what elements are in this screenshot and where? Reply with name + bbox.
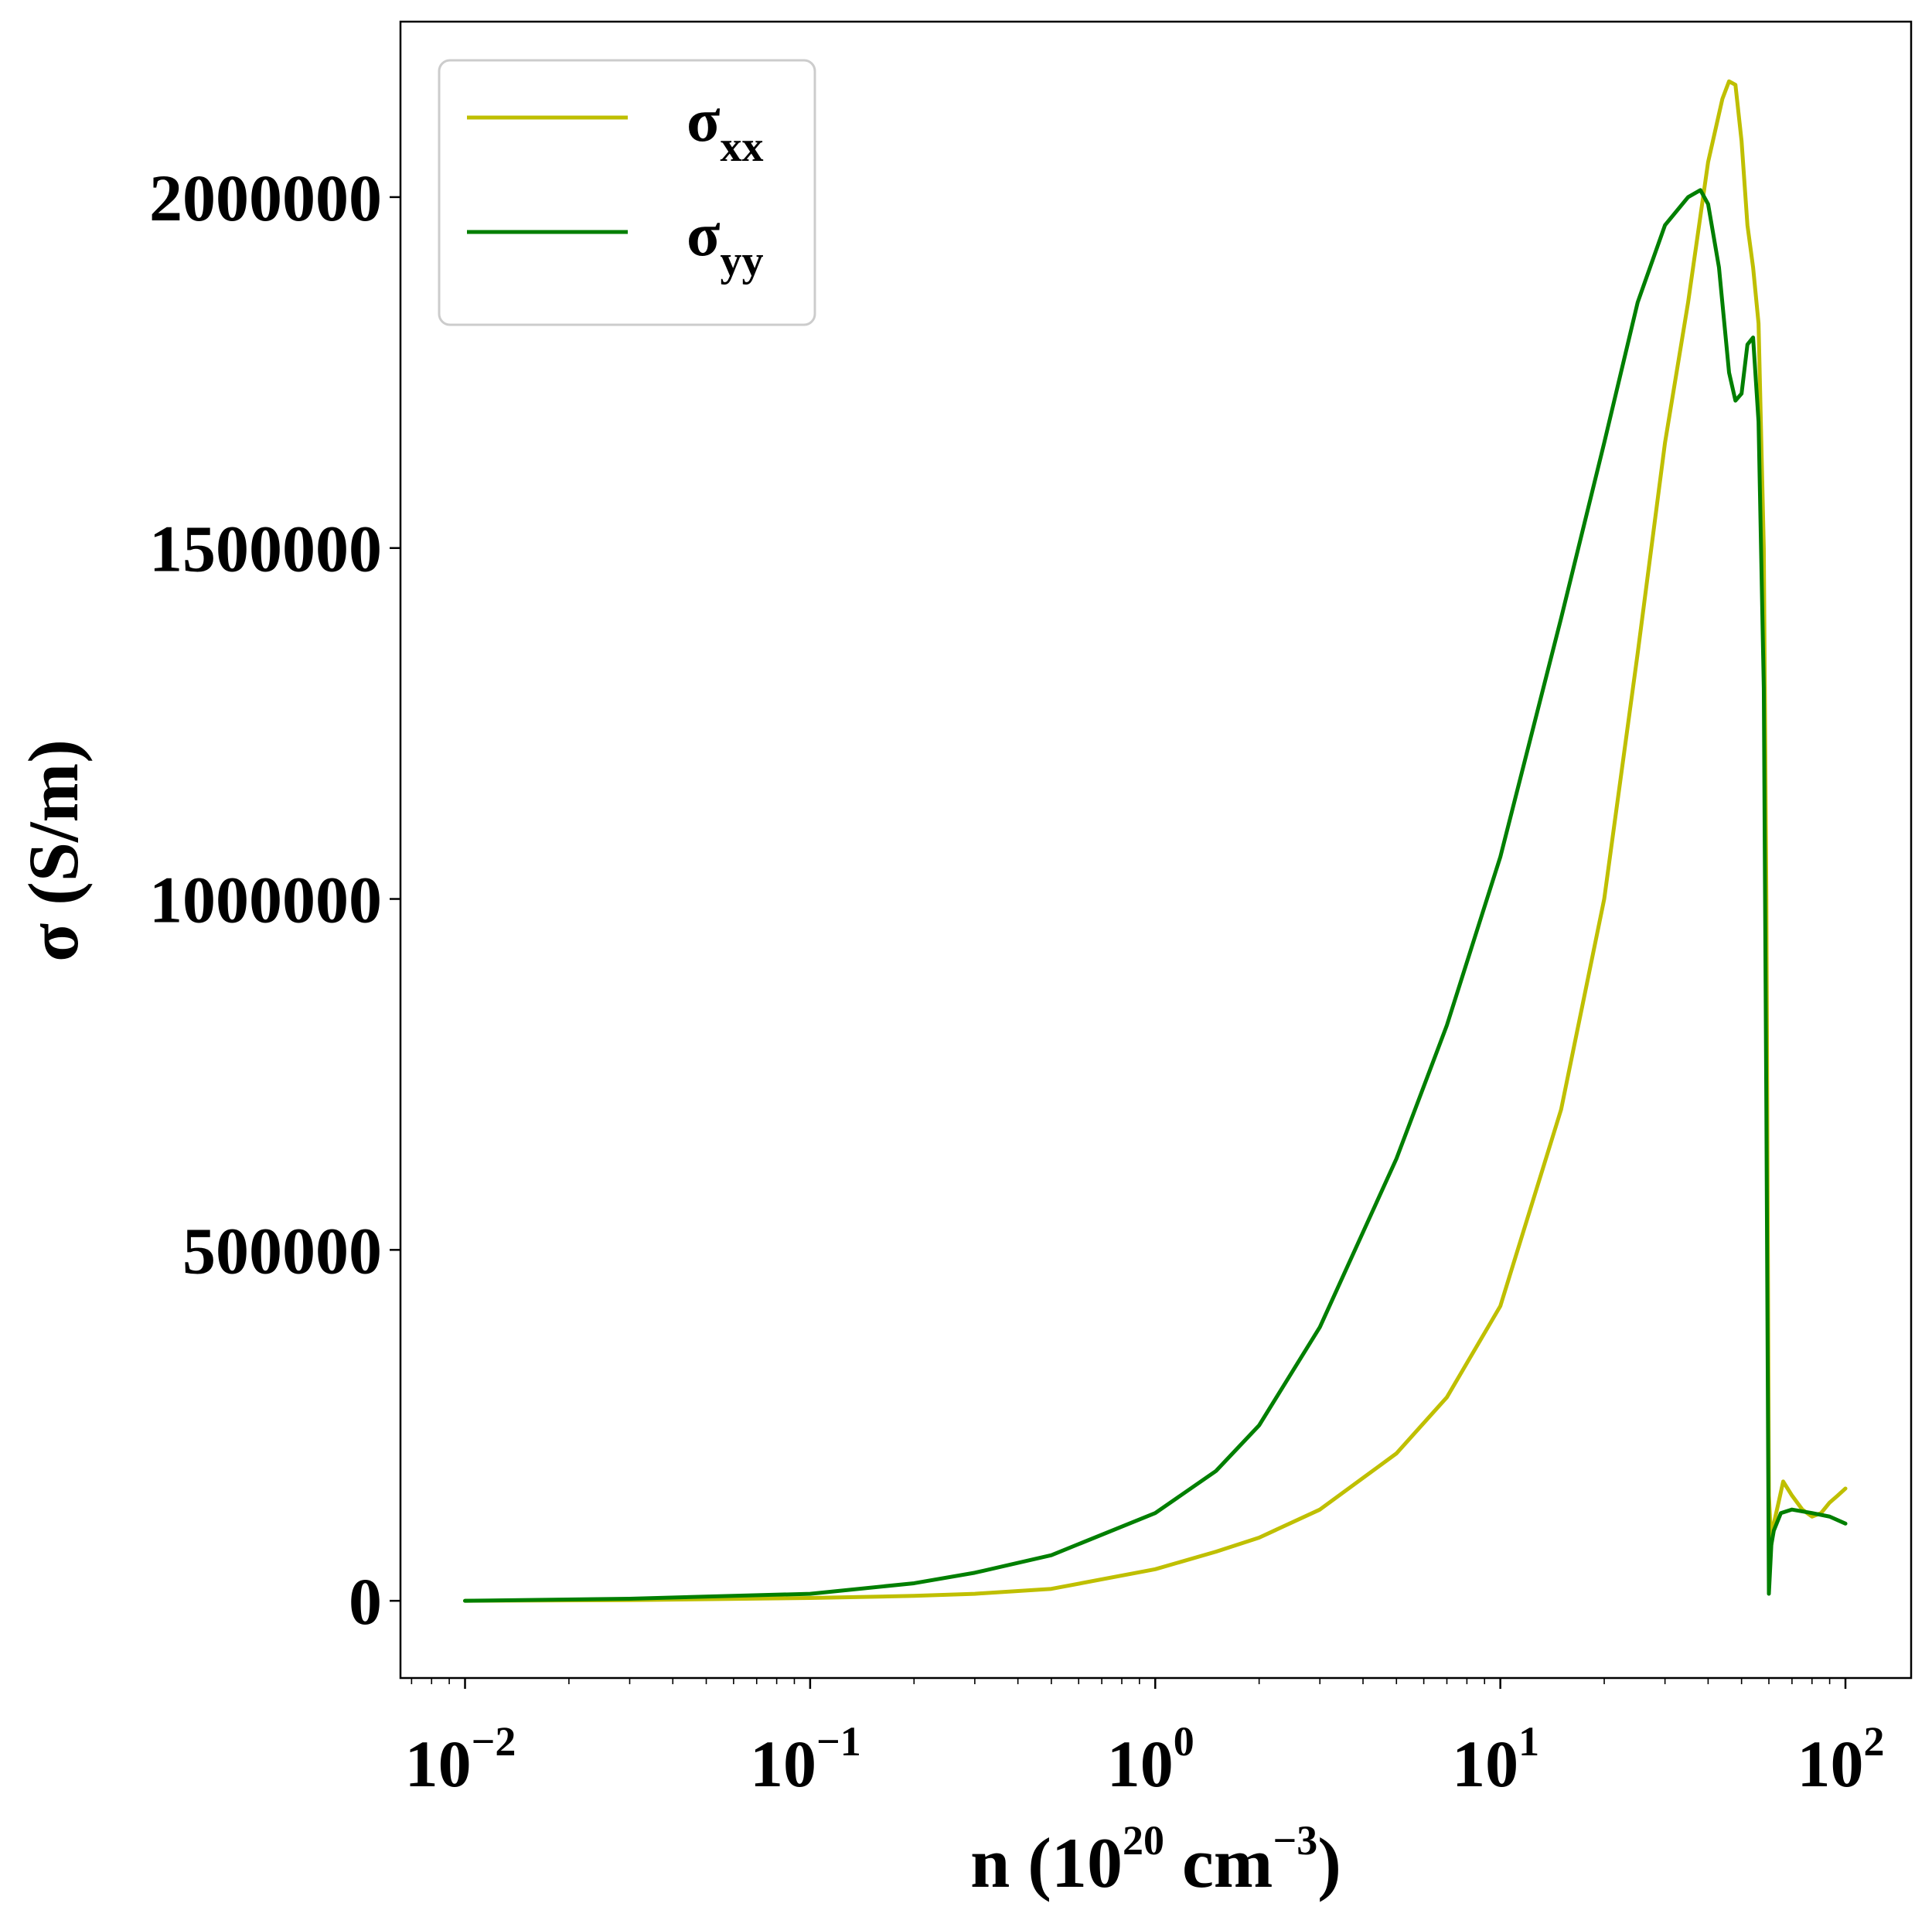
- y-tick-label-0: 0: [349, 1564, 382, 1639]
- x-tick-label-3: 101: [1452, 1718, 1539, 1801]
- legend-label-sxx: σxx: [687, 87, 764, 171]
- series-line-yy: [463, 188, 1848, 1603]
- x-tick-label-1: 10−1: [750, 1718, 861, 1801]
- x-tick-label-0: 10−2: [405, 1718, 516, 1801]
- y-tick-label-4: 2000000: [149, 161, 382, 235]
- x-axis-label: n (1020 cm−3): [970, 1817, 1341, 1902]
- x-tick-label-4: 102: [1797, 1718, 1885, 1801]
- legend: σxx σyy: [438, 59, 816, 326]
- series-layer: [463, 79, 1848, 1603]
- axis-ticks: [390, 196, 1847, 1689]
- x-tick-label-2: 100: [1107, 1718, 1194, 1801]
- y-tick-label-3: 1500000: [149, 512, 382, 586]
- series-line-xx: [463, 79, 1848, 1603]
- legend-box: [438, 59, 816, 326]
- y-tick-label-2: 1000000: [149, 863, 382, 937]
- y-tick-label-1: 500000: [182, 1213, 382, 1288]
- x-minor-ticks: [411, 1678, 1831, 1684]
- legend-label-syy: σyy: [687, 201, 764, 285]
- tick-labels: 0 500000 1000000 1500000 2000000 10−2 10−1 100 1…: [149, 161, 1885, 1801]
- y-axis-label: σ (S/m): [14, 739, 93, 962]
